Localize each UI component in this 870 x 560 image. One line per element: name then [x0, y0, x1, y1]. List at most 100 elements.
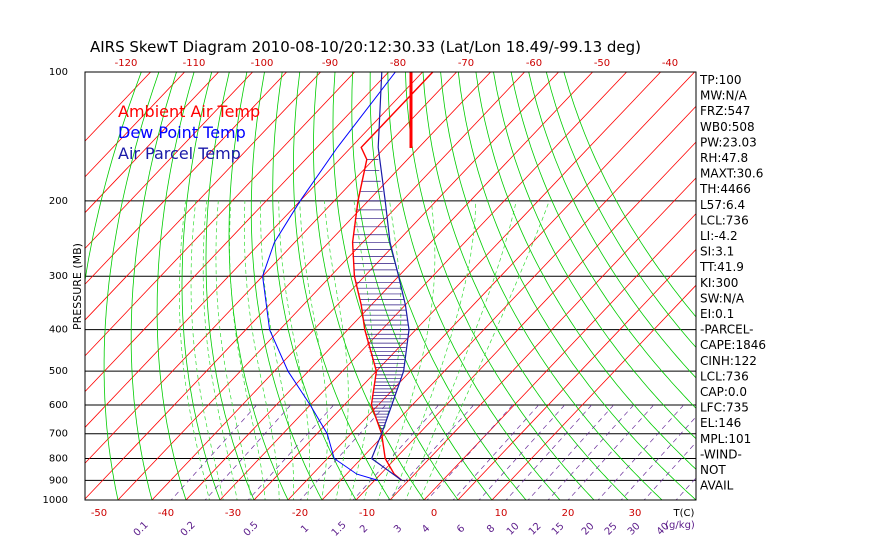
mixing-ratio-label: 6	[455, 523, 467, 535]
isotherm-line	[253, 72, 662, 500]
dry-adiabat-line	[422, 72, 629, 500]
mixing-ratio-label: 1	[299, 523, 311, 535]
dry-adiabat-line	[545, 72, 696, 349]
mixing-ratio-label: 8	[485, 523, 497, 535]
mixing-ratio-line	[387, 404, 474, 500]
isotherm-line	[85, 72, 322, 321]
dry-adiabat-line	[528, 72, 696, 379]
moist-adiabat-line	[244, 200, 280, 500]
isotherm-line	[151, 72, 560, 500]
index-entry: FRZ:547	[700, 104, 750, 118]
index-entry: MPL:101	[700, 432, 751, 446]
mixing-ratio-label: 3	[392, 523, 404, 535]
moist-adiabat-line	[179, 200, 210, 500]
mixing-ratio-label: 10	[505, 521, 522, 538]
legend-entry: Ambient Air Temp	[118, 102, 260, 121]
isotherm-line	[85, 72, 288, 285]
legend-entry: Dew Point Temp	[118, 123, 246, 142]
bottom-temp-tick: 20	[562, 508, 575, 519]
dry-adiabat-line	[510, 72, 696, 409]
profile-line	[351, 72, 434, 481]
dry-adiabat-line	[156, 72, 195, 500]
dry-adiabat-line	[563, 72, 696, 318]
top-temp-tick: -120	[115, 58, 138, 69]
mixing-ratio-label: 30	[626, 521, 643, 538]
top-temp-tick: -80	[390, 58, 406, 69]
dry-adiabat-line	[205, 72, 255, 500]
index-entry: EL:146	[700, 416, 741, 430]
bottom-temp-tick: 0	[431, 508, 437, 519]
mixing-ratio-label: 0.5	[242, 520, 261, 539]
index-entry: L57:6.4	[700, 198, 745, 212]
mixing-ratio-line	[620, 416, 696, 500]
top-temp-tick: -70	[458, 58, 474, 69]
y-axis-label: PRESSURE (MB)	[71, 243, 84, 330]
isotherm-line	[389, 177, 696, 500]
dry-adiabat-line	[332, 72, 459, 500]
index-entry: KI:300	[700, 276, 738, 290]
dry-adiabat-line	[404, 72, 595, 500]
bottom-temp-tick: -20	[292, 508, 308, 519]
isotherm-line	[491, 284, 696, 500]
dry-adiabat-line	[387, 72, 561, 500]
dry-adiabat-line	[351, 72, 493, 500]
pressure-tick-label: 600	[49, 400, 68, 411]
top-temp-tick: -100	[251, 58, 274, 69]
mixing-ratio-label: 25	[603, 521, 620, 538]
isotherm-line	[355, 141, 696, 500]
profile-line	[262, 72, 396, 481]
moist-adiabat-line	[324, 200, 349, 500]
mixing-ratio-label: 0.2	[179, 520, 198, 539]
dry-adiabat-line	[130, 72, 177, 500]
index-entry: LCL:736	[700, 369, 749, 383]
isotherm-line	[457, 248, 696, 500]
index-entry: -PARCEL-	[700, 323, 754, 337]
pressure-tick-label: 1000	[43, 495, 68, 506]
mixing-ratio-label: 0.1	[132, 520, 151, 539]
isotherm-line	[219, 72, 628, 500]
index-entry: NOT	[700, 463, 726, 477]
index-entry: TH:4466	[699, 182, 751, 196]
pressure-tick-label: 500	[49, 366, 68, 377]
bottom-temp-tick: -30	[225, 508, 241, 519]
index-entry: TT:41.9	[699, 260, 744, 274]
temp-unit-label: T(C)	[673, 508, 695, 519]
bottom-temp-tick: -10	[359, 508, 375, 519]
index-entry: -WIND-	[700, 447, 742, 461]
moist-adiabat-line	[299, 200, 328, 500]
isotherm-line	[85, 72, 152, 142]
bottom-temp-tick: 30	[629, 508, 642, 519]
moist-adiabat-line	[278, 200, 310, 500]
dry-adiabat-line	[293, 72, 391, 500]
bottom-temp-tick: -50	[91, 508, 107, 519]
chart-title: AIRS SkewT Diagram 2010-08-10/20:12:30.3…	[90, 38, 641, 56]
top-temp-tick: -110	[183, 58, 206, 69]
pressure-tick-label: 900	[49, 475, 68, 486]
legend: Ambient Air Temp Dew Point Temp Air Parcel…	[118, 102, 260, 163]
moist-adiabat-line	[260, 200, 294, 500]
dry-adiabat-line	[103, 72, 160, 500]
mixing-ratio-label: 12	[527, 521, 544, 538]
moist-adiabat-line	[349, 200, 373, 500]
index-entry: LFC:735	[700, 401, 749, 415]
mixing-ratio-label: 20	[580, 521, 597, 538]
bottom-temp-tick: 10	[495, 508, 508, 519]
isotherm-line	[85, 72, 458, 464]
moist-adiabat-line	[391, 200, 477, 500]
index-entry: MAXT:30.6	[700, 167, 763, 181]
mixing-ratio-label: 4	[420, 523, 432, 535]
moist-adiabat-line	[229, 200, 266, 500]
top-temp-tick: -60	[526, 58, 542, 69]
isotherm-line	[185, 72, 594, 500]
isotherm-line	[85, 72, 220, 214]
pressure-tick-label: 700	[49, 429, 68, 440]
mixing-ratio-line	[597, 404, 684, 500]
profile-line	[370, 72, 410, 481]
top-temp-tick: -50	[594, 58, 610, 69]
isotherm-line	[85, 72, 186, 178]
index-entry: CAP:0.0	[700, 385, 747, 399]
moist-adiabat-line	[202, 200, 238, 500]
moist-adiabat-line	[377, 200, 436, 500]
